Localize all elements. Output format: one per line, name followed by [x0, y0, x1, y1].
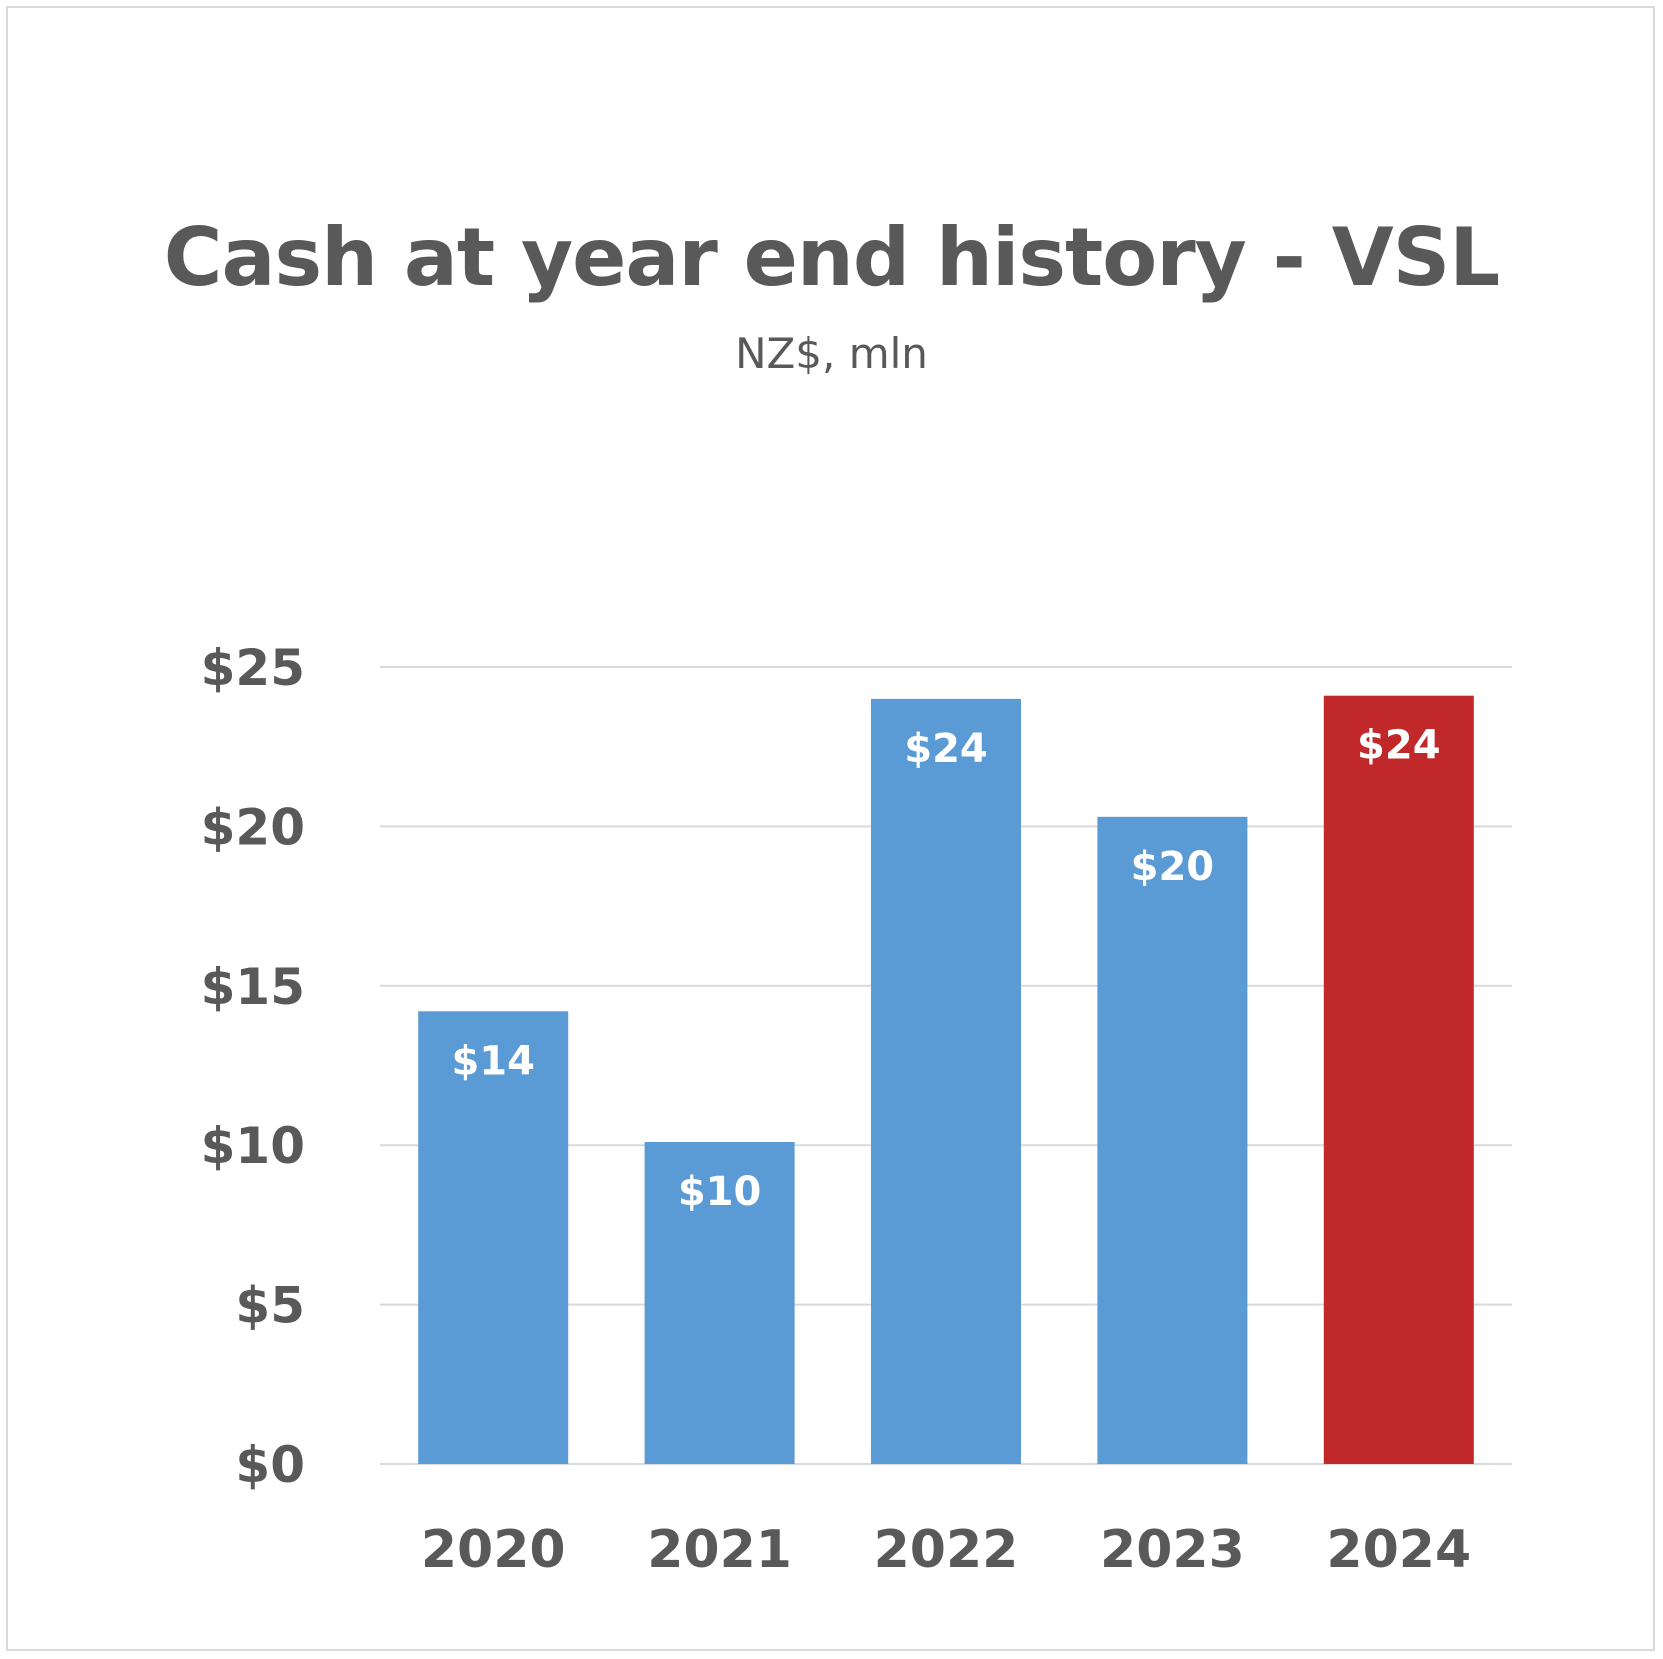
bar-2020 [418, 1011, 569, 1464]
data-label-2022: $24 [904, 726, 988, 772]
x-axis-category-labels: 2020 2021 2022 2023 2024 [421, 1520, 1471, 1580]
data-label-2021: $10 [678, 1169, 762, 1215]
bars [418, 695, 1474, 1464]
y-tick-label: $5 [235, 1277, 305, 1335]
data-label-2024: $24 [1357, 723, 1441, 769]
chart-subtitle: NZ$, mln [735, 329, 928, 378]
x-category-label-2022: 2022 [874, 1520, 1019, 1580]
y-tick-label: $10 [201, 1117, 305, 1175]
bar-2023 [1097, 816, 1248, 1464]
x-category-label-2020: 2020 [421, 1520, 566, 1580]
chart-title: Cash at year end history - VSL [163, 211, 1500, 304]
data-labels: $14 $10 $24 $20 $24 [451, 723, 1440, 1215]
bar-2024 [1323, 695, 1474, 1464]
y-tick-label: $20 [201, 798, 305, 856]
bar-2021 [644, 1142, 795, 1464]
y-tick-label: $25 [201, 639, 305, 697]
y-axis-tick-labels: $0 $5 $10 $15 $20 $25 [201, 639, 305, 1494]
x-category-label-2021: 2021 [647, 1520, 792, 1580]
data-label-2023: $20 [1131, 844, 1215, 890]
x-category-label-2024: 2024 [1326, 1520, 1471, 1580]
data-label-2020: $14 [451, 1038, 535, 1084]
bar-2022 [871, 698, 1021, 1464]
y-tick-label: $15 [201, 958, 305, 1016]
y-tick-label: $0 [235, 1436, 305, 1494]
x-category-label-2023: 2023 [1100, 1520, 1245, 1580]
